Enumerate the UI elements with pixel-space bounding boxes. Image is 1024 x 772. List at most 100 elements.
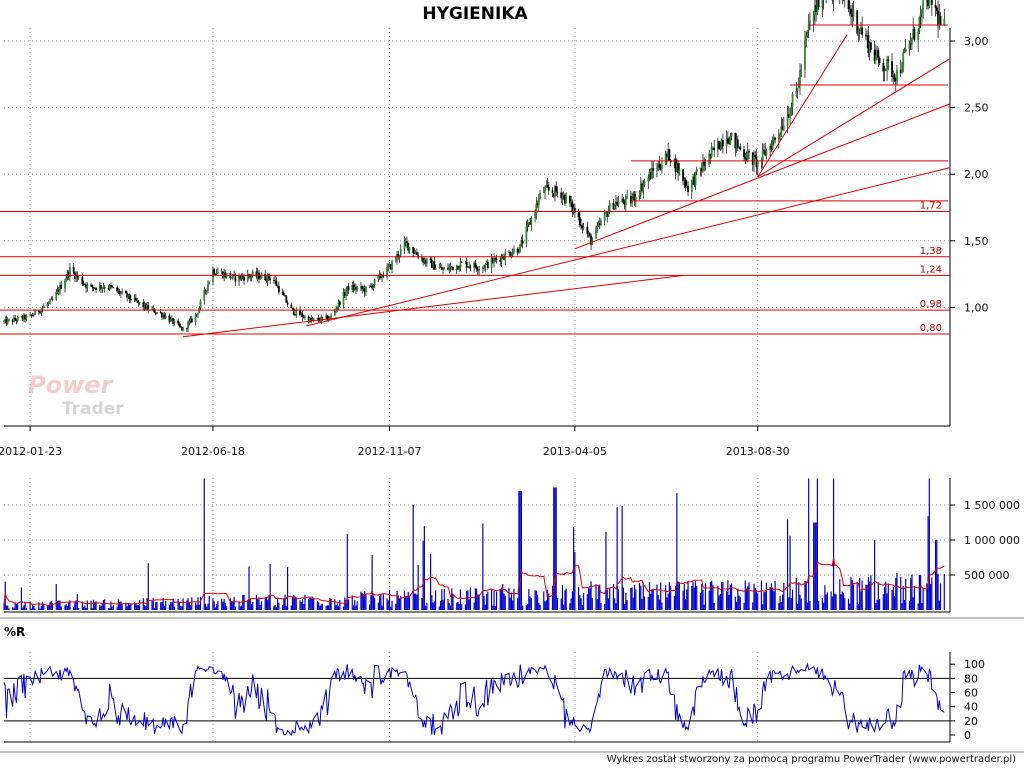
candle-body: [8, 319, 10, 320]
candle-body: [884, 71, 886, 72]
fibonacci-level-label: 1,72: [920, 200, 942, 211]
candle-body: [544, 187, 546, 191]
candle-body: [604, 213, 606, 221]
trend-line: [183, 275, 683, 336]
candle-body: [461, 262, 463, 263]
wr-tick-label: 60: [964, 687, 978, 700]
volume-moving-average: [4, 558, 944, 606]
candle-body: [231, 278, 233, 279]
candle-body: [870, 42, 872, 49]
candle-body: [821, 0, 823, 7]
candle-body: [442, 269, 444, 270]
trend-line: [758, 34, 848, 177]
candle-body: [330, 315, 332, 317]
candle-body: [406, 241, 408, 243]
candle-body: [527, 224, 529, 227]
x-tick-label: 2012-11-07: [358, 445, 422, 458]
candle-body: [696, 169, 698, 172]
candle-body: [443, 268, 445, 270]
candle-body: [243, 277, 245, 280]
candle-body: [547, 185, 549, 187]
candle-body: [165, 316, 167, 318]
candle-body: [882, 63, 884, 71]
candle-body: [203, 290, 205, 301]
candle-body: [914, 29, 916, 40]
candle-body: [713, 148, 715, 150]
candle-body: [285, 296, 287, 302]
candle-body: [177, 321, 179, 324]
candle-body: [412, 247, 414, 253]
candle-body: [783, 126, 785, 130]
candle-body: [691, 180, 693, 192]
candle-body: [565, 196, 567, 204]
candle-body: [435, 268, 437, 270]
candle-body: [356, 288, 358, 290]
candle-body: [78, 277, 80, 278]
candle-body: [154, 308, 156, 312]
candle-body: [513, 249, 515, 253]
candle-body: [275, 281, 277, 286]
candle-body: [562, 195, 564, 198]
candle-body: [208, 282, 210, 284]
candle-body: [534, 213, 536, 218]
y-tick-label: 1,00: [964, 301, 989, 314]
candle-body: [656, 170, 658, 171]
candle-body: [187, 322, 189, 328]
indicator-label: %R: [4, 625, 25, 639]
candle-body: [626, 196, 628, 197]
candle-body: [47, 304, 49, 306]
candle-body: [652, 168, 654, 171]
candle-body: [879, 58, 881, 63]
candle-body: [14, 318, 16, 320]
candle-body: [557, 192, 559, 193]
candle-body: [614, 205, 616, 210]
candle-body: [911, 38, 913, 45]
x-tick-label: 2012-06-18: [181, 445, 245, 458]
candle-body: [921, 9, 923, 14]
candle-body: [404, 241, 406, 249]
candle-body: [52, 299, 54, 300]
candle-body: [813, 15, 815, 20]
candle-body: [718, 141, 720, 149]
candle-body: [113, 287, 115, 288]
candle-body: [3, 321, 5, 322]
candle-body: [25, 316, 27, 320]
candle-body: [478, 269, 480, 271]
candle-body: [512, 253, 514, 256]
candle-body: [935, 5, 937, 8]
candle-body: [754, 155, 756, 157]
candle-body: [284, 296, 286, 297]
candle-body: [290, 305, 292, 309]
candle-body: [922, 1, 924, 9]
candle-body: [416, 252, 418, 254]
candle-body: [196, 314, 198, 315]
wr-tick-label: 20: [964, 715, 978, 728]
candle-body: [336, 307, 338, 310]
candle-body: [293, 309, 295, 315]
candle-body: [382, 276, 384, 277]
candle-body: [348, 286, 350, 290]
candle-body: [737, 139, 739, 147]
candle-body: [278, 286, 280, 292]
candle-body: [722, 140, 724, 146]
candle-body: [885, 70, 887, 71]
y-tick-label: 3,00: [964, 35, 989, 48]
candle-body: [372, 285, 374, 288]
candle-body: [259, 278, 261, 279]
candle-body: [207, 284, 209, 290]
candle-body: [460, 262, 462, 268]
trend-line: [758, 58, 951, 177]
candle-body: [216, 273, 218, 274]
candle-body: [609, 203, 611, 212]
candle-body: [928, 0, 930, 6]
candle-body: [853, 10, 855, 17]
candle-body: [579, 217, 581, 225]
candle-body: [800, 70, 802, 71]
candle-body: [200, 301, 202, 308]
fibonacci-level-label: 1,24: [920, 264, 942, 275]
candle-body: [452, 267, 454, 270]
credit-footer: Wykres został stworzony za pomocą progra…: [607, 754, 1016, 765]
candle-body: [451, 266, 453, 267]
candle-body: [377, 276, 379, 279]
